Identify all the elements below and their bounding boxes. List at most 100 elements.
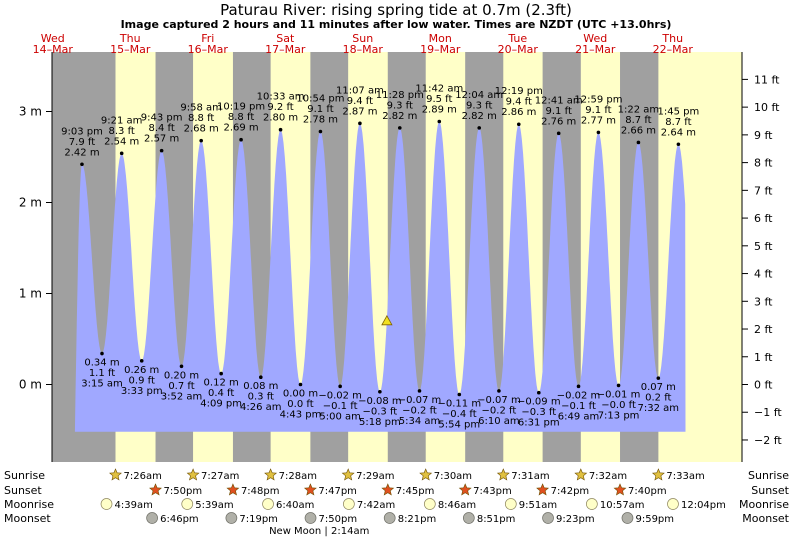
high-tide-point [397,126,402,130]
high-tide-label: 9.4 ft [347,96,373,107]
row-label-moonset-right: Moonset [742,512,789,525]
sunset-icon [149,483,162,496]
low-tide-label: 0.0 ft [287,399,313,410]
high-tide-point [119,151,124,156]
high-tide-label: 2.42 m [64,147,99,158]
high-tide-label: 9.1 ft [585,105,611,116]
low-tide-label: 5:18 pm [359,417,401,428]
high-tide-label: 2.76 m [541,116,576,127]
sunrise-icon [186,468,200,481]
low-tide-label: −0.07 m [398,395,442,406]
high-tide-label: 2.64 m [661,127,696,138]
moonrise-time: 9:51am [519,500,557,511]
sunset-time: 7:42pm [551,486,590,497]
high-tide-label: 2.89 m [422,105,457,116]
low-tide-point [537,390,541,395]
low-tide-label: 5:54 pm [438,420,480,431]
sunset-time: 7:48pm [241,486,280,497]
sunrise-time: 7:30am [434,471,472,482]
date-label: 20–Mar [498,43,539,56]
high-tide-label: 2.86 m [501,107,536,118]
date-label: 15–Mar [110,43,151,56]
chart-title: Paturau River: rising spring tide at 0.7… [220,1,572,19]
high-tide-label: 9.5 ft [426,94,452,105]
high-tide-label: 2.54 m [104,136,139,147]
moonset-time: 8:21pm [398,514,437,525]
low-tide-label: 4:26 am [240,402,282,413]
high-tide-label: 12:04 am [455,90,503,101]
high-tide-label: 10:33 am [257,92,305,103]
date-label: 19–Mar [420,43,461,56]
high-tide-point [516,122,521,127]
low-tide-point [100,351,104,356]
low-tide-label: −0.08 m [358,396,402,407]
low-tide-point [497,389,501,393]
high-tide-label: 8.3 ft [109,126,135,137]
right-tick-label: −1 ft [754,406,782,419]
moonset-icon [225,512,238,524]
right-tick-label: 3 ft [754,295,773,308]
low-tide-label: −0.3 ft [521,407,556,418]
low-tide-label: −0.2 ft [482,405,517,416]
moonrise-time: 6:40am [276,500,314,511]
right-tick-label: 4 ft [754,268,773,281]
low-tide-label: −0.01 m [597,389,641,400]
sunrise-icon [109,468,122,481]
high-tide-label: 9:03 pm [61,126,103,137]
moonrise-icon [262,498,274,510]
low-tide-point [219,371,223,376]
sunset-time: 7:40pm [628,486,667,497]
high-tide-label: 2.69 m [223,123,258,134]
day-of-week-label: Sun [352,32,373,45]
low-tide-label: 5:00 am [319,411,361,422]
moonrise-icon [181,498,194,510]
low-tide-point [576,384,581,389]
sunset-time: 7:50pm [164,486,203,497]
right-tick-label: 9 ft [754,129,773,142]
high-tide-label: 8.8 ft [228,112,254,123]
date-label: 16–Mar [188,43,229,56]
moonrise-time: 7:42am [357,500,395,511]
high-tide-point [358,121,362,126]
low-tide-point [259,375,263,380]
low-tide-label: 6:31 pm [518,418,560,429]
high-tide-label: 9:21 am [101,115,143,126]
low-tide-label: 4:09 pm [200,399,242,410]
high-tide-point [80,162,84,167]
high-tide-label: 2.80 m [263,113,298,124]
high-tide-label: 10:54 pm [296,94,344,105]
day-of-week-label: Mon [429,32,452,45]
high-tide-label: 10:19 pm [217,102,265,113]
moonrise-icon [586,498,598,510]
tide-area [74,121,686,432]
low-tide-label: −0.3 ft [362,406,397,417]
row-label-sunrise-left: Sunrise [4,469,45,482]
low-tide-label: 0.2 ft [645,393,671,404]
high-tide-point [318,129,323,134]
row-label-sunset-right: Sunset [751,484,789,497]
day-of-week-label: Wed [41,32,65,45]
low-tide-label: −0.02 m [318,390,362,401]
right-tick-label: 8 ft [754,157,773,170]
sunset-icon [536,483,550,496]
moonset-time: 8:51pm [477,514,516,525]
row-label-moonrise-right: Moonrise [739,498,789,511]
current-level-marker [381,314,393,326]
sunset-time: 7:43pm [473,486,512,497]
high-tide-label: 12:19 pm [495,86,543,97]
sunset-icon [381,483,395,496]
low-tide-label: 5:34 am [399,416,441,427]
high-tide-label: 8.8 ft [188,113,214,124]
left-tick-label: 1 m [19,287,42,301]
high-tide-label: 11:07 am [336,85,384,96]
moonset-icon [383,512,396,524]
low-tide-label: −0.2 ft [402,405,437,416]
new-moon-label: New Moon | 2:14am [269,526,369,537]
high-tide-label: 7.9 ft [69,137,95,148]
moonrise-icon [504,498,517,510]
high-tide-point [596,130,601,135]
high-tide-point [239,137,243,142]
low-tide-point [179,364,184,369]
date-label: 14–Mar [33,43,74,56]
